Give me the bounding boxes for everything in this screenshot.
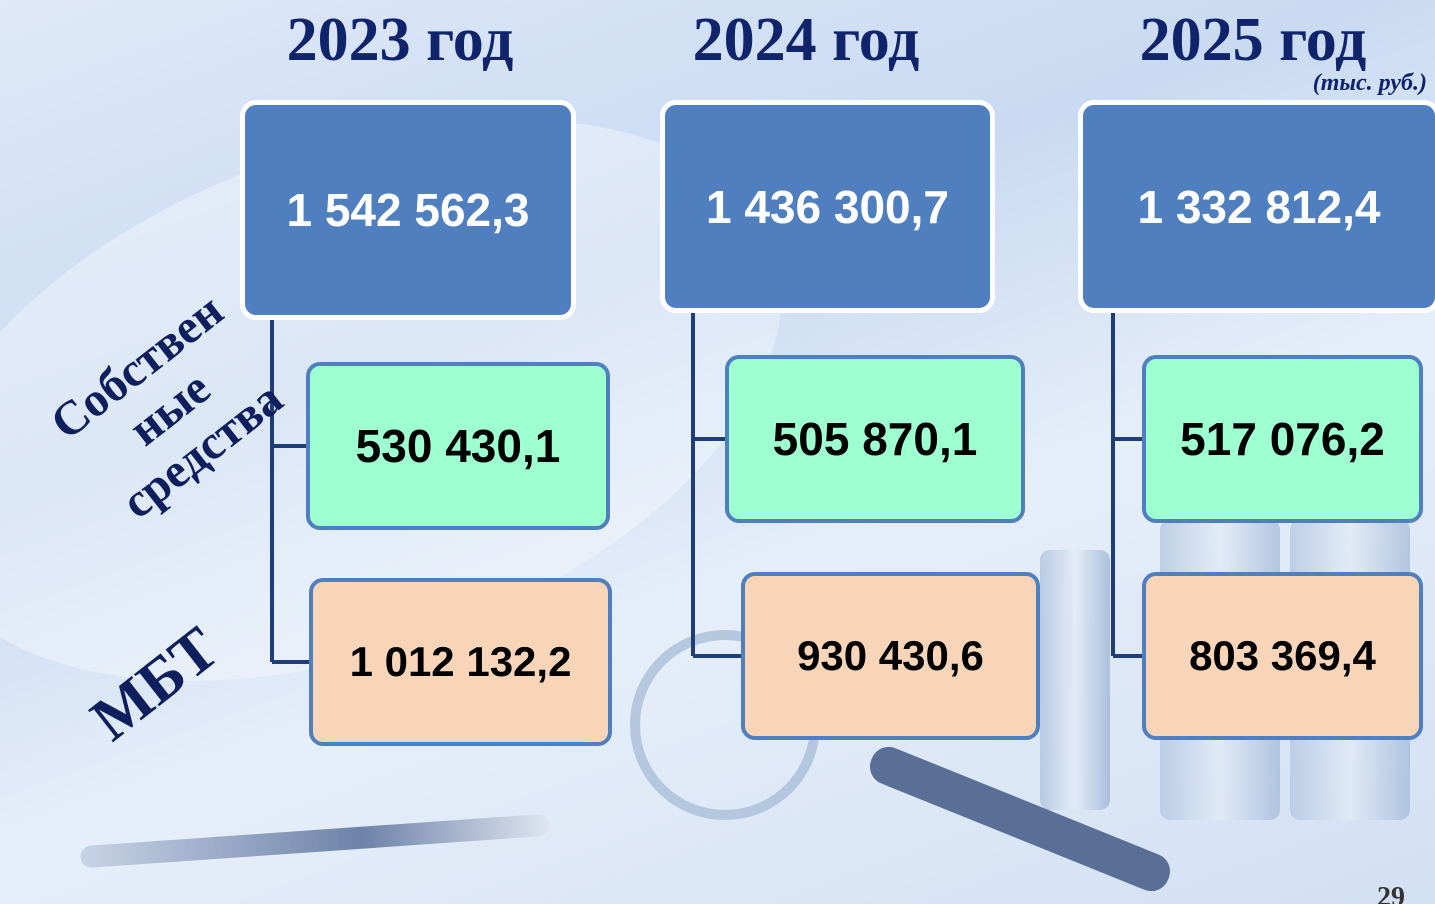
total-box: 1 436 300,7 bbox=[660, 100, 995, 313]
page-number: 29 bbox=[1377, 882, 1405, 904]
total-box: 1 542 562,3 bbox=[240, 100, 576, 320]
mbt-box: 1 012 132,2 bbox=[309, 578, 612, 746]
own-funds-box: 517 076,2 bbox=[1142, 355, 1423, 523]
mbt-box: 803 369,4 bbox=[1142, 572, 1423, 740]
year-title: 2025 год bbox=[1053, 5, 1435, 76]
total-box: 1 332 812,4 bbox=[1078, 100, 1435, 313]
mbt-box: 930 430,6 bbox=[741, 572, 1040, 740]
slide: (тыс. руб.) Собствен ные средства МБТ 29… bbox=[0, 0, 1435, 904]
year-title: 2024 год bbox=[606, 5, 1006, 76]
year-title: 2023 год bbox=[200, 5, 600, 76]
own-funds-box: 530 430,1 bbox=[306, 362, 610, 530]
own-funds-box: 505 870,1 bbox=[725, 355, 1025, 523]
